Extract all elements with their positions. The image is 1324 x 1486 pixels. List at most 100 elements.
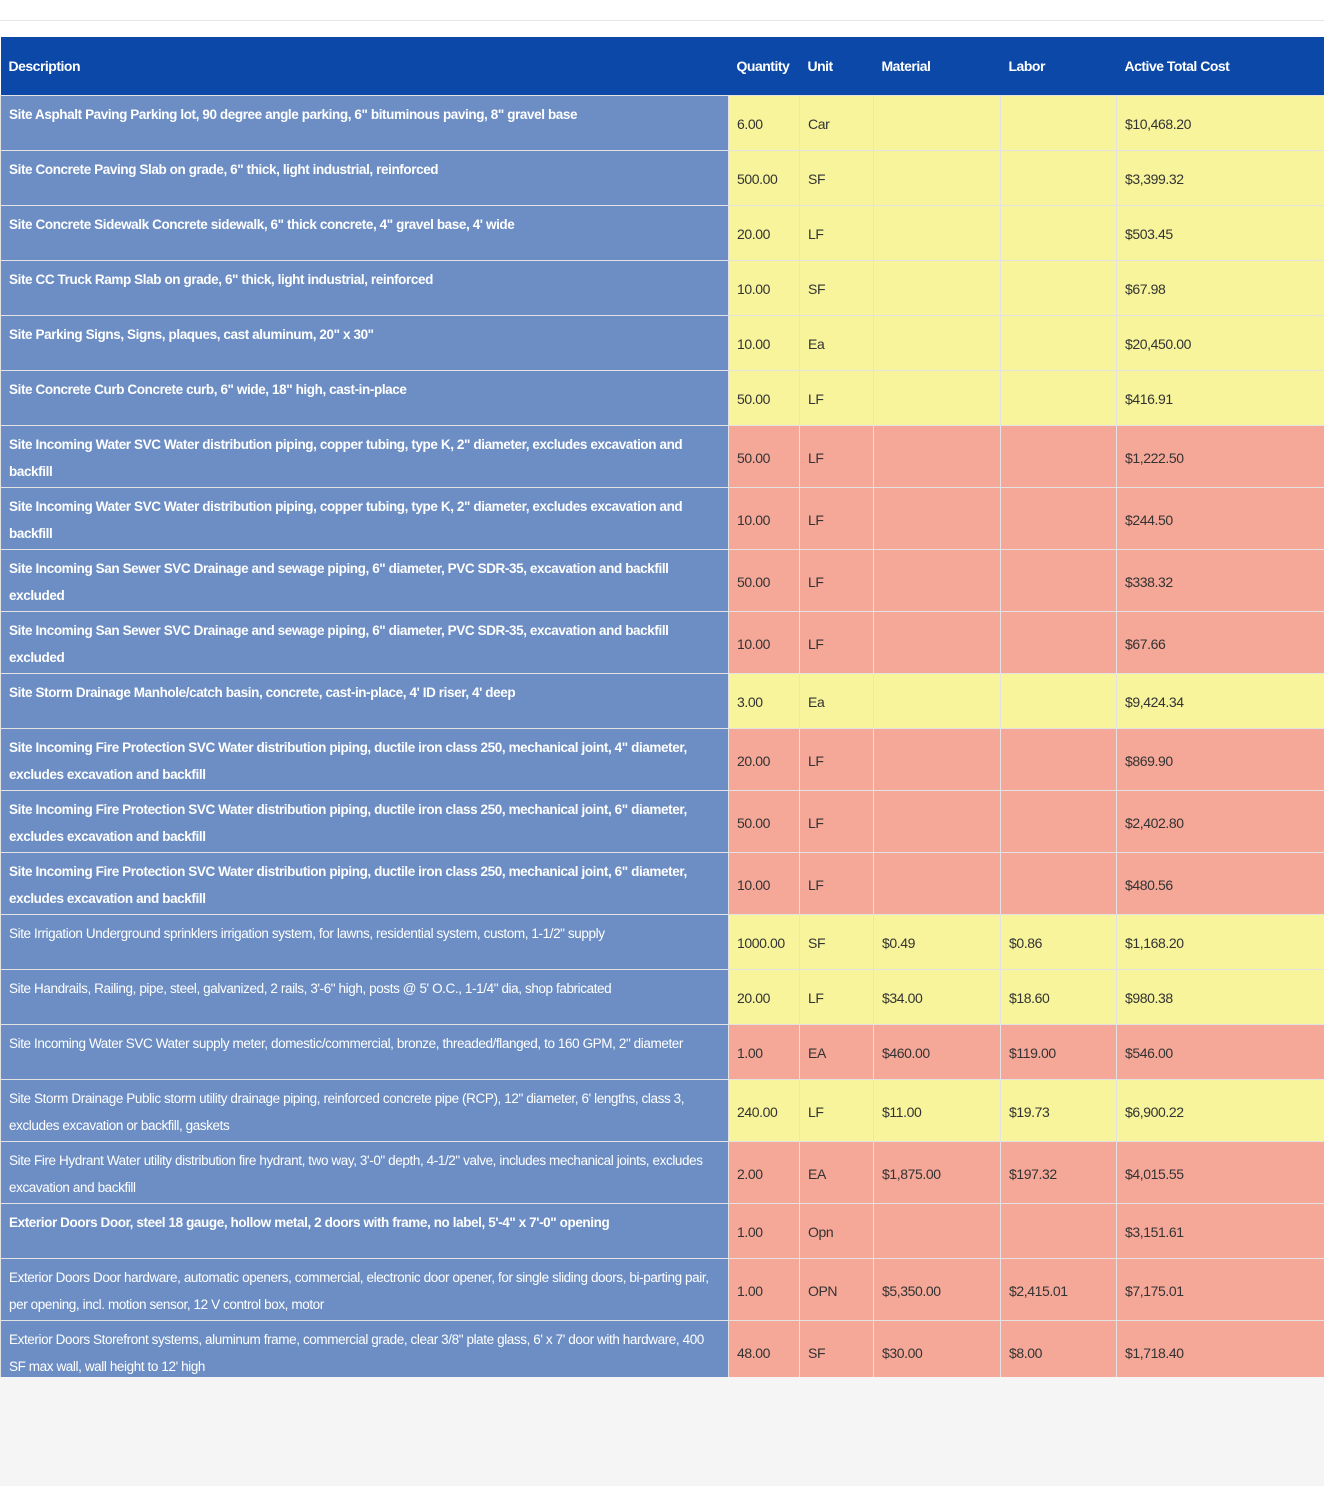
table-row: Site Concrete Paving Slab on grade, 6" t…: [0, 149, 1324, 206]
material-cell: [873, 314, 1001, 371]
column-header: Quantity: [736, 57, 790, 74]
description-cell: Site Fire Hydrant Water utility distribu…: [0, 1140, 729, 1204]
cost-table: Description Quantity Unit Material Labor Acti…: [0, 37, 1324, 1377]
material-cell: $5,350.00: [873, 1257, 1001, 1321]
total-cell: $9,424.34: [1116, 672, 1324, 729]
material-cell: $11.00: [873, 1078, 1001, 1142]
table-row: Site Incoming Water SVC Water distributi…: [0, 486, 1324, 550]
labor-cell: [1000, 548, 1117, 612]
table-row: Site Irrigation Underground sprinklers i…: [0, 913, 1324, 970]
labor-cell: [1000, 486, 1117, 550]
material-cell: [873, 94, 1001, 151]
material-cell: $0.49: [873, 913, 1001, 970]
unit-cell: LF: [799, 424, 874, 488]
unit-cell: LF: [799, 548, 874, 612]
material-cell: [873, 1202, 1001, 1259]
quantity-cell: 20.00: [728, 204, 800, 261]
quantity-cell: 2.00: [728, 1140, 800, 1204]
quantity-cell: 1.00: [728, 1023, 800, 1080]
total-cell: $67.98: [1116, 259, 1324, 316]
quantity-cell: 240.00: [728, 1078, 800, 1142]
material-cell: $34.00: [873, 968, 1001, 1025]
unit-cell: LF: [799, 369, 874, 426]
unit-cell: LF: [799, 851, 874, 915]
unit-cell: LF: [799, 789, 874, 853]
description-cell: Site Concrete Paving Slab on grade, 6" t…: [0, 149, 729, 206]
unit-cell: Ea: [799, 672, 874, 729]
table-row: Site Incoming Fire Protection SVC Water …: [0, 851, 1324, 915]
table-row: Site Incoming Fire Protection SVC Water …: [0, 727, 1324, 791]
material-cell: [873, 424, 1001, 488]
labor-cell: [1000, 610, 1117, 674]
description-cell: Exterior Doors Door, steel 18 gauge, hol…: [0, 1202, 729, 1259]
total-cell: $503.45: [1116, 204, 1324, 261]
column-header: Description: [8, 57, 81, 74]
description-cell: Site Incoming Fire Protection SVC Water …: [0, 727, 729, 791]
column-header: Material: [881, 57, 931, 74]
table-row: Site Fire Hydrant Water utility distribu…: [0, 1140, 1324, 1204]
unit-cell: SF: [799, 259, 874, 316]
total-cell: $2,402.80: [1116, 789, 1324, 853]
unit-cell: Ea: [799, 314, 874, 371]
quantity-cell: 10.00: [728, 314, 800, 371]
quantity-cell: 6.00: [728, 94, 800, 151]
material-cell: [873, 204, 1001, 261]
quantity-cell: 50.00: [728, 424, 800, 488]
total-cell: $7,175.01: [1116, 1257, 1324, 1321]
table-row: Site Storm Drainage Manhole/catch basin,…: [0, 672, 1324, 729]
material-cell: $1,875.00: [873, 1140, 1001, 1204]
labor-cell: $197.32: [1000, 1140, 1117, 1204]
total-cell: $416.91: [1116, 369, 1324, 426]
unit-cell: EA: [799, 1140, 874, 1204]
description-cell: Site Incoming Fire Protection SVC Water …: [0, 789, 729, 853]
table-row: Site Incoming Water SVC Water supply met…: [0, 1023, 1324, 1080]
labor-cell: [1000, 727, 1117, 791]
total-cell: $480.56: [1116, 851, 1324, 915]
description-cell: Exterior Doors Storefront systems, alumi…: [0, 1319, 729, 1377]
unit-cell: Opn: [799, 1202, 874, 1259]
unit-cell: SF: [799, 149, 874, 206]
description-cell: Site Incoming Fire Protection SVC Water …: [0, 851, 729, 915]
total-cell: $67.66: [1116, 610, 1324, 674]
material-cell: $460.00: [873, 1023, 1001, 1080]
description-cell: Site CC Truck Ramp Slab on grade, 6" thi…: [0, 259, 729, 316]
total-cell: $1,718.40: [1116, 1319, 1324, 1377]
material-cell: [873, 486, 1001, 550]
labor-cell: [1000, 1202, 1117, 1259]
table-row: Site Storm Drainage Public storm utility…: [0, 1078, 1324, 1142]
unit-cell: SF: [799, 1319, 874, 1377]
unit-cell: SF: [799, 913, 874, 970]
total-cell: $3,399.32: [1116, 149, 1324, 206]
description-cell: Site Handrails, Railing, pipe, steel, ga…: [0, 968, 729, 1025]
labor-cell: [1000, 314, 1117, 371]
labor-cell: [1000, 789, 1117, 853]
description-cell: Site Asphalt Paving Parking lot, 90 degr…: [0, 94, 729, 151]
material-cell: [873, 259, 1001, 316]
header-row: Description Quantity Unit Material Labor Acti…: [0, 37, 1324, 95]
table-row: Exterior Doors Door hardware, automatic …: [0, 1257, 1324, 1321]
table-row: Site Concrete Sidewalk Concrete sidewalk…: [0, 204, 1324, 261]
description-cell: Site Parking Signs, Signs, plaques, cast…: [0, 314, 729, 371]
table-container: Description Quantity Unit Material Labor Acti…: [0, 37, 1324, 1377]
total-cell: $1,168.20: [1116, 913, 1324, 970]
labor-cell: [1000, 94, 1117, 151]
labor-cell: [1000, 369, 1117, 426]
column-header: Active Total Cost: [1124, 57, 1230, 74]
table-row: Exterior Doors Door, steel 18 gauge, hol…: [0, 1202, 1324, 1259]
quantity-cell: 50.00: [728, 789, 800, 853]
quantity-cell: 1000.00: [728, 913, 800, 970]
quantity-cell: 10.00: [728, 851, 800, 915]
labor-cell: [1000, 204, 1117, 261]
table-row: Exterior Doors Storefront systems, alumi…: [0, 1319, 1324, 1377]
labor-cell: $119.00: [1000, 1023, 1117, 1080]
unit-cell: LF: [799, 968, 874, 1025]
unit-cell: LF: [799, 486, 874, 550]
labor-cell: $0.86: [1000, 913, 1117, 970]
table-row: Site Incoming San Sewer SVC Drainage and…: [0, 548, 1324, 612]
total-cell: $10,468.20: [1116, 94, 1324, 151]
spacer: [0, 21, 1324, 37]
table-row: Site Incoming Fire Protection SVC Water …: [0, 789, 1324, 853]
labor-cell: [1000, 149, 1117, 206]
table-row: Site Concrete Curb Concrete curb, 6" wid…: [0, 369, 1324, 426]
unit-cell: LF: [799, 204, 874, 261]
